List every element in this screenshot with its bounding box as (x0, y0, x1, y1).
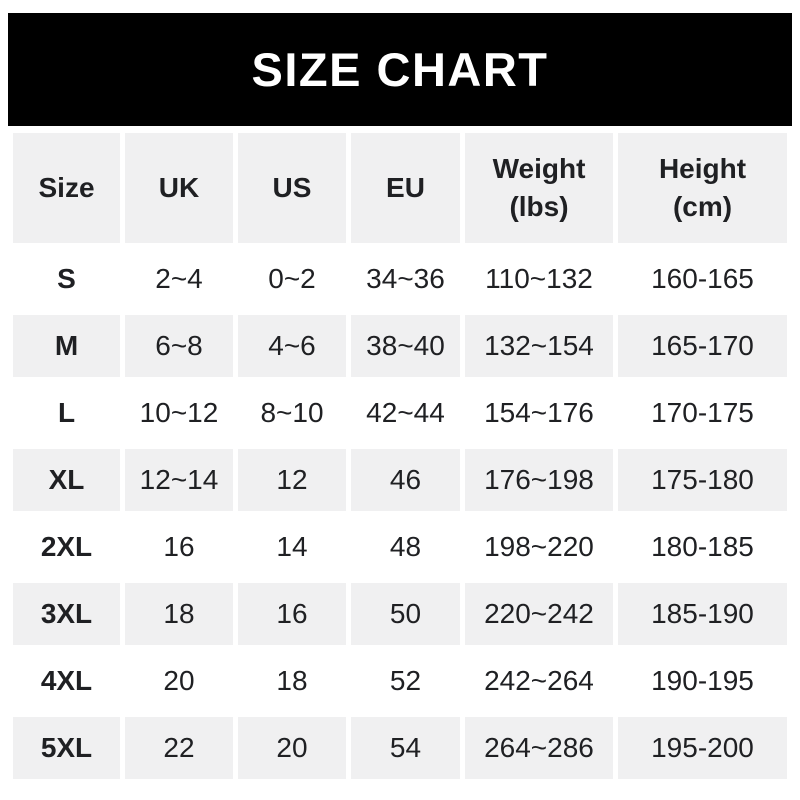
cell-size: 3XL (13, 583, 120, 645)
cell-size: M (13, 315, 120, 377)
cell-size: S (13, 248, 120, 310)
column-header-height-cm: Height (cm) (618, 133, 787, 243)
column-header-size: Size (13, 133, 120, 243)
cell-height-cm: 185-190 (618, 583, 787, 645)
cell-height-cm: 180-185 (618, 516, 787, 578)
column-label: US (272, 172, 312, 203)
column-sublabel: (lbs) (509, 191, 569, 222)
column-header-uk: UK (125, 133, 233, 243)
cell-uk: 2~4 (125, 248, 233, 310)
cell-eu: 38~40 (351, 315, 460, 377)
cell-weight-lbs: 176~198 (465, 449, 613, 511)
cell-eu: 54 (351, 717, 460, 779)
cell-us: 0~2 (238, 248, 346, 310)
column-header-weight-lbs: Weight (lbs) (465, 133, 613, 243)
cell-height-cm: 165-170 (618, 315, 787, 377)
cell-uk: 18 (125, 583, 233, 645)
column-label: UK (158, 172, 200, 203)
table-row: L 10~12 8~10 42~44 154~176 170-175 (13, 382, 787, 444)
cell-us: 4~6 (238, 315, 346, 377)
cell-size: XL (13, 449, 120, 511)
cell-eu: 34~36 (351, 248, 460, 310)
cell-eu: 48 (351, 516, 460, 578)
cell-size: 5XL (13, 717, 120, 779)
cell-weight-lbs: 198~220 (465, 516, 613, 578)
column-header-us: US (238, 133, 346, 243)
cell-us: 12 (238, 449, 346, 511)
cell-size: L (13, 382, 120, 444)
cell-height-cm: 190-195 (618, 650, 787, 712)
table-row: 3XL 18 16 50 220~242 185-190 (13, 583, 787, 645)
cell-uk: 6~8 (125, 315, 233, 377)
cell-eu: 46 (351, 449, 460, 511)
cell-uk: 20 (125, 650, 233, 712)
cell-weight-lbs: 220~242 (465, 583, 613, 645)
column-sublabel: (cm) (672, 191, 733, 222)
column-header-eu: EU (351, 133, 460, 243)
column-label: Size (38, 172, 95, 203)
cell-weight-lbs: 132~154 (465, 315, 613, 377)
table-row: M 6~8 4~6 38~40 132~154 165-170 (13, 315, 787, 377)
table-row: S 2~4 0~2 34~36 110~132 160-165 (13, 248, 787, 310)
cell-uk: 12~14 (125, 449, 233, 511)
cell-height-cm: 170-175 (618, 382, 787, 444)
cell-uk: 10~12 (125, 382, 233, 444)
page-title: SIZE CHART (251, 43, 549, 96)
cell-uk: 16 (125, 516, 233, 578)
cell-weight-lbs: 154~176 (465, 382, 613, 444)
cell-weight-lbs: 264~286 (465, 717, 613, 779)
cell-size: 4XL (13, 650, 120, 712)
cell-eu: 42~44 (351, 382, 460, 444)
title-banner: SIZE CHART (8, 13, 792, 126)
cell-size: 2XL (13, 516, 120, 578)
table-row: XL 12~14 12 46 176~198 175-180 (13, 449, 787, 511)
cell-height-cm: 195-200 (618, 717, 787, 779)
column-label: Weight (492, 153, 586, 184)
cell-eu: 52 (351, 650, 460, 712)
cell-eu: 50 (351, 583, 460, 645)
cell-us: 16 (238, 583, 346, 645)
column-label: EU (386, 172, 425, 203)
cell-us: 8~10 (238, 382, 346, 444)
cell-uk: 22 (125, 717, 233, 779)
size-chart-table: Size UK US EU Weight (lbs) Height (cm) S 2~4 0~2 3… (8, 128, 792, 784)
table-header: Size UK US EU Weight (lbs) Height (cm) (13, 133, 787, 243)
cell-weight-lbs: 110~132 (465, 248, 613, 310)
column-label: Height (658, 153, 747, 184)
header-row: Size UK US EU Weight (lbs) Height (cm) (13, 133, 787, 243)
cell-height-cm: 175-180 (618, 449, 787, 511)
cell-height-cm: 160-165 (618, 248, 787, 310)
cell-us: 18 (238, 650, 346, 712)
table-row: 2XL 16 14 48 198~220 180-185 (13, 516, 787, 578)
table-body: S 2~4 0~2 34~36 110~132 160-165 M 6~8 4~6 38~40 13… (13, 248, 787, 779)
table-row: 5XL 22 20 54 264~286 195-200 (13, 717, 787, 779)
cell-weight-lbs: 242~264 (465, 650, 613, 712)
cell-us: 20 (238, 717, 346, 779)
table-row: 4XL 20 18 52 242~264 190-195 (13, 650, 787, 712)
cell-us: 14 (238, 516, 346, 578)
